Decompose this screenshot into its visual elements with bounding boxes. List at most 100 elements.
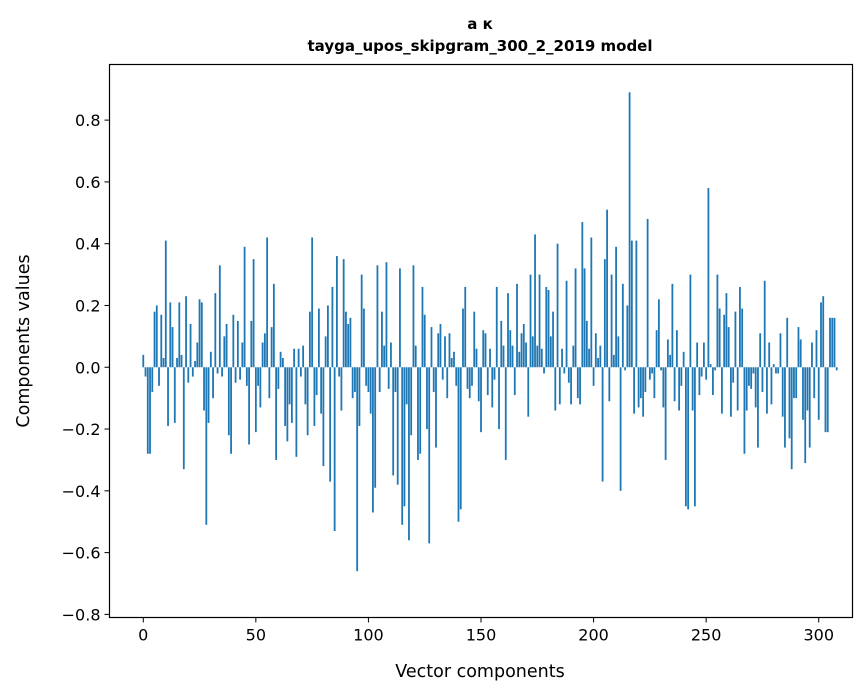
bar [626, 305, 629, 368]
bar [784, 367, 786, 448]
bar [381, 311, 383, 368]
bar [777, 367, 780, 374]
bar [698, 367, 701, 396]
bar [739, 286, 741, 368]
bar [547, 290, 550, 368]
bar [153, 311, 156, 368]
bar [194, 361, 196, 368]
bar [293, 348, 296, 368]
bar [158, 367, 160, 386]
bar [232, 314, 235, 368]
bar [162, 357, 165, 368]
bar [723, 314, 726, 368]
bar [167, 367, 169, 426]
bar [401, 367, 404, 525]
bar [185, 296, 187, 368]
bar [687, 367, 690, 510]
bar [741, 308, 744, 368]
bar [205, 367, 208, 525]
bar [142, 354, 145, 368]
bar [164, 240, 167, 368]
bar [448, 333, 451, 368]
bar [826, 367, 829, 433]
bar [486, 367, 489, 396]
bar [730, 367, 732, 417]
bar [617, 336, 620, 368]
bar [574, 268, 577, 368]
bar [423, 314, 426, 368]
bar [513, 367, 516, 396]
bar [302, 345, 305, 368]
bar [261, 342, 264, 368]
bar [498, 367, 500, 430]
bar [504, 367, 507, 460]
bar [630, 240, 633, 368]
bar [268, 367, 271, 399]
bar [178, 302, 181, 368]
x-axis-ticks: 0 50 100 150 200 250 300 [138, 617, 834, 645]
bar [531, 336, 534, 368]
bar [464, 286, 467, 368]
bar [365, 367, 368, 386]
bar [363, 308, 365, 368]
x-tick-label: 250 [691, 626, 722, 645]
bar [417, 367, 419, 460]
bar [610, 274, 613, 368]
bar [763, 280, 766, 368]
bar [660, 367, 663, 371]
bar [572, 345, 575, 368]
bar [171, 327, 174, 368]
bar [378, 367, 381, 392]
bar [829, 317, 831, 368]
bar [725, 293, 728, 368]
bar [768, 342, 771, 368]
bar [250, 320, 253, 368]
bar [356, 367, 359, 572]
bar [639, 367, 642, 399]
bar [225, 324, 228, 368]
bar [534, 234, 536, 368]
bar [419, 367, 422, 454]
bar [522, 324, 525, 368]
bar [732, 367, 735, 383]
bar [684, 367, 687, 507]
bar [290, 367, 293, 423]
bar [536, 345, 539, 368]
bar [716, 274, 719, 368]
bar [304, 367, 307, 405]
bar [367, 367, 370, 392]
bar [709, 364, 712, 368]
bar [802, 367, 804, 420]
bar [480, 367, 482, 433]
bar [585, 320, 588, 368]
bar [653, 367, 656, 399]
bar [703, 342, 705, 368]
bar [635, 240, 638, 368]
bar [590, 237, 593, 368]
bar [599, 345, 602, 368]
bar [545, 286, 548, 368]
bar [675, 330, 678, 368]
bar [561, 348, 563, 368]
x-axis-label: Vector components [395, 662, 564, 682]
bar [360, 274, 363, 368]
bar [795, 367, 798, 399]
bar [241, 342, 244, 368]
bar [833, 317, 836, 368]
bar [748, 367, 750, 386]
bar [203, 367, 205, 411]
plot-frame [108, 63, 854, 619]
bar [351, 367, 354, 399]
bar [376, 265, 379, 368]
bar [759, 333, 762, 368]
bar [567, 367, 570, 383]
bar [671, 283, 674, 368]
bar [333, 367, 336, 531]
bar [263, 333, 266, 368]
bar [338, 367, 341, 377]
bar [817, 367, 820, 420]
bar [252, 259, 255, 368]
bar [495, 286, 498, 368]
bar [428, 367, 431, 544]
